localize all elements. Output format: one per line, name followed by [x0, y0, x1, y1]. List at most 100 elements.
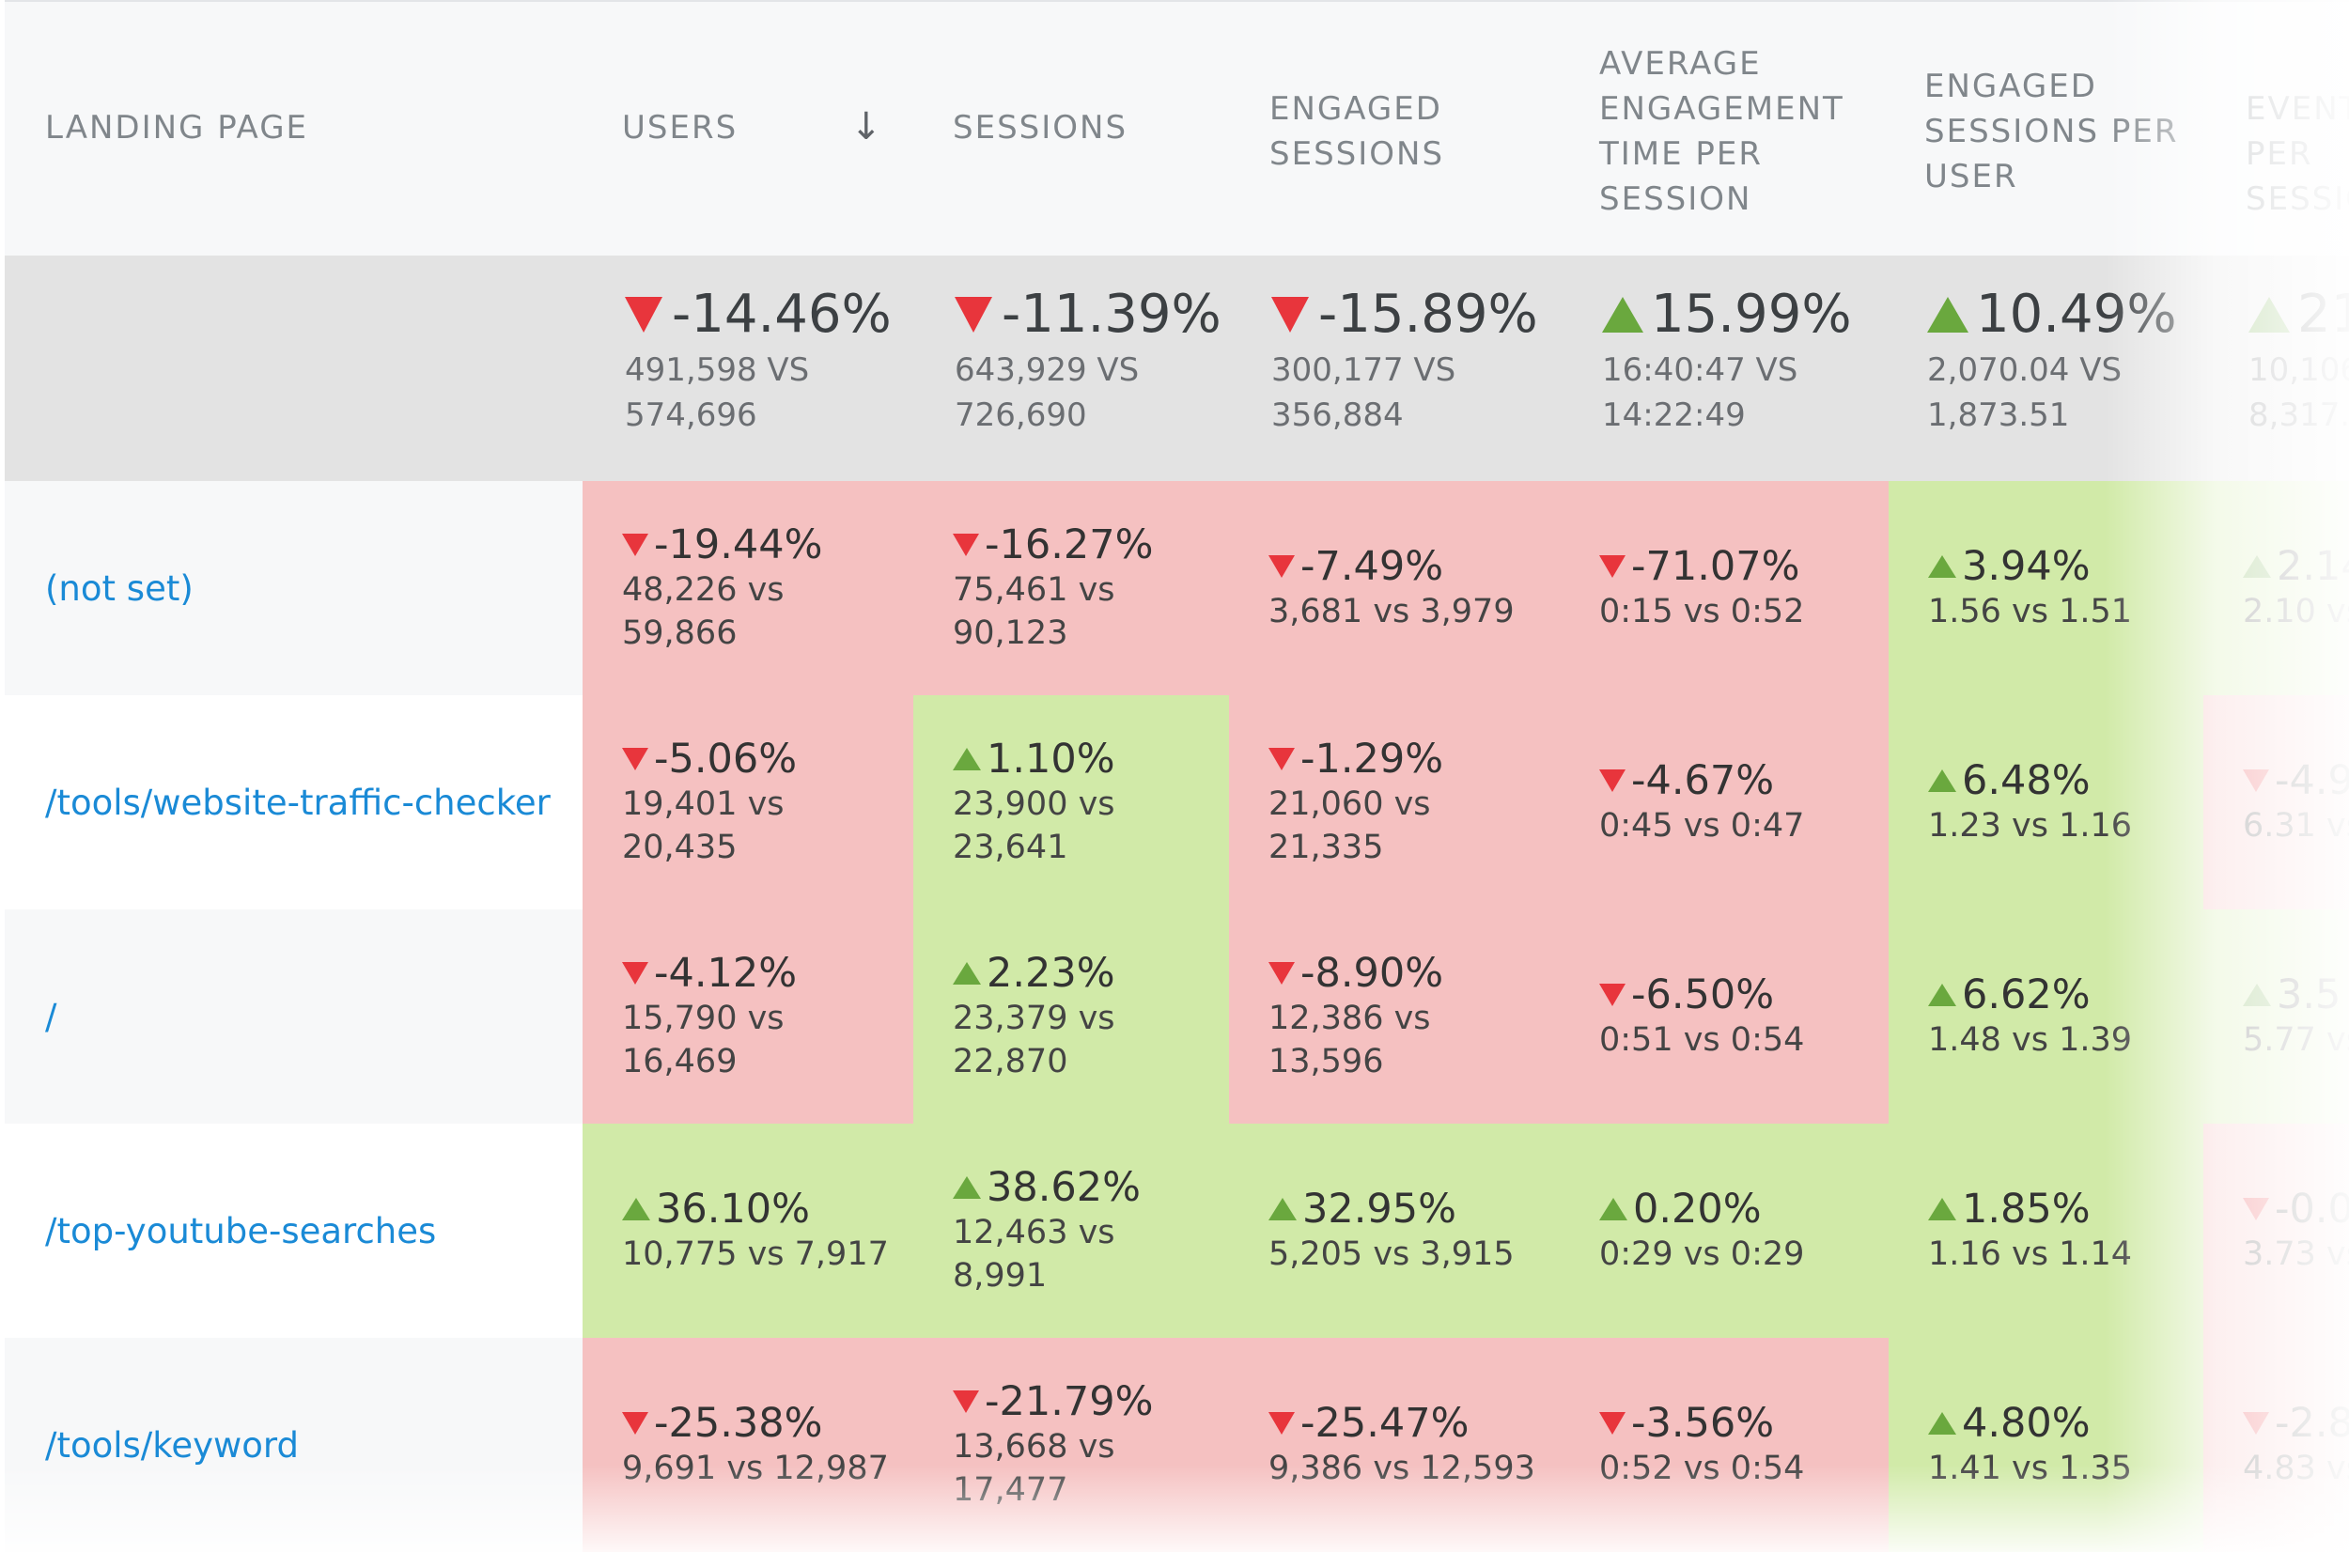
- header-text: USER: [1924, 158, 2018, 195]
- comparison-values: 17,477: [953, 1471, 1068, 1509]
- comparison-values: 4.83 vs: [2243, 1450, 2349, 1487]
- change-percent: -4.67%: [1631, 757, 1775, 804]
- change-percent: -14.46%: [672, 284, 892, 345]
- comparison-values: 1.48 vs 1.39: [1928, 1021, 2133, 1059]
- decrease-arrow-icon: [622, 1412, 648, 1435]
- comparison-values: 2.10 vs: [2243, 593, 2349, 630]
- current-value: 16:40:47 VS: [1602, 351, 1798, 389]
- header-text: SESSION: [2246, 180, 2349, 218]
- change-percent: -16.27%: [985, 521, 1154, 568]
- column-header-engaged-sessions-per-user[interactable]: ENGAGED SESSIONS PER USER: [1924, 64, 2178, 199]
- metric-cell-events-per-session: 3.55.77 vs: [2203, 909, 2349, 1124]
- summary-engaged-sessions: -15.89% 300,177 VS 356,884: [1271, 282, 1538, 438]
- decrease-arrow-icon: [2243, 1412, 2269, 1435]
- change-percent: -71.07%: [1631, 543, 1800, 590]
- comparison-values: 1.56 vs 1.51: [1928, 593, 2133, 630]
- increase-arrow-icon: [622, 1198, 650, 1220]
- change-percent: 1.85%: [1962, 1186, 2091, 1233]
- table-row: / -4.12% 15,790 vs 16,469 2.23% 23,379 vs 22,8…: [5, 909, 2349, 1124]
- increase-arrow-icon: [953, 962, 981, 985]
- comparison-values: 23,900 vs: [953, 785, 1115, 823]
- comparison-values: 23,379 vs: [953, 1000, 1115, 1037]
- summary-engaged-sessions-per-user: 10.49% 2,070.04 VS 1,873.51: [1927, 282, 2177, 438]
- table-row: /tools/website-traffic-checker -5.06% 19,4…: [5, 695, 2349, 909]
- landing-page-link[interactable]: /: [45, 996, 57, 1037]
- sort-descending-icon[interactable]: ↓: [850, 105, 882, 148]
- header-text: USERS: [622, 109, 739, 147]
- metric-cell-sessions: -21.79% 13,668 vs 17,477: [913, 1338, 1229, 1552]
- metric-cell-engaged-sessions-per-user: 4.80% 1.41 vs 1.35: [1889, 1338, 2208, 1552]
- comparison-values: 15,790 vs: [622, 1000, 785, 1037]
- metric-cell-users: -5.06% 19,401 vs 20,435: [583, 695, 913, 909]
- metric-cell-avg-engagement-time: 0.20% 0:29 vs 0:29: [1560, 1124, 1889, 1338]
- column-header-engaged-sessions[interactable]: ENGAGED SESSIONS: [1269, 86, 1444, 177]
- metric-cell-avg-engagement-time: -4.67% 0:45 vs 0:47: [1560, 695, 1889, 909]
- change-percent: -2.8: [2275, 1400, 2349, 1447]
- comparison-values: 0:45 vs 0:47: [1599, 807, 1805, 845]
- decrease-arrow-icon: [1268, 962, 1295, 985]
- column-header-landing-page[interactable]: LANDING PAGE: [45, 105, 308, 150]
- decrease-arrow-icon: [1268, 748, 1295, 770]
- increase-arrow-icon: [1602, 297, 1643, 333]
- change-percent: 32.95%: [1302, 1186, 1456, 1233]
- landing-page-link[interactable]: /tools/website-traffic-checker: [45, 782, 551, 823]
- comparison-values: 12,463 vs: [953, 1214, 1115, 1251]
- table-row: /top-youtube-searches 36.10% 10,775 vs 7,9…: [5, 1124, 2349, 1338]
- comparison-values: 8,991: [953, 1257, 1048, 1295]
- column-header-avg-engagement-time[interactable]: AVERAGE ENGAGEMENT TIME PER SESSION: [1599, 41, 1844, 222]
- increase-arrow-icon: [953, 748, 981, 770]
- column-header-sessions[interactable]: SESSIONS: [953, 105, 1128, 150]
- summary-users: -14.46% 491,598 VS 574,696: [625, 282, 892, 438]
- comparison-values: 16,469: [622, 1043, 738, 1080]
- comparison-values: 75,461 vs: [953, 571, 1115, 609]
- metric-cell-engaged-sessions: -25.47% 9,386 vs 12,593: [1229, 1338, 1560, 1552]
- previous-value: 356,884: [1271, 396, 1404, 434]
- change-percent: -4.9: [2275, 757, 2349, 804]
- landing-page-link[interactable]: /top-youtube-searches: [45, 1210, 437, 1251]
- landing-page-link[interactable]: (not set): [45, 567, 194, 609]
- column-header-events-per-session[interactable]: EVENTS PER SESSION: [2246, 86, 2349, 222]
- header-text: SESSIONS PER: [1924, 113, 2179, 150]
- decrease-arrow-icon: [1599, 555, 1626, 578]
- change-percent: -4.12%: [654, 950, 798, 997]
- comparison-values: 19,401 vs: [622, 785, 785, 823]
- comparison-values: 5,205 vs 3,915: [1268, 1235, 1515, 1273]
- change-percent: -11.39%: [1002, 284, 1221, 345]
- change-percent: 2.23%: [987, 950, 1115, 997]
- comparison-values: 23,641: [953, 829, 1068, 866]
- header-text: ENGAGED: [1924, 68, 2097, 105]
- comparison-values: 48,226 vs: [622, 571, 785, 609]
- change-percent: 3.5: [2277, 971, 2341, 1018]
- comparison-values: 0:51 vs 0:54: [1599, 1021, 1805, 1059]
- summary-row: -14.46% 491,598 VS 574,696 -11.39% 643,9…: [5, 256, 2349, 481]
- comparison-values: 0:52 vs 0:54: [1599, 1450, 1805, 1487]
- change-percent: 6.62%: [1962, 971, 2091, 1018]
- comparison-values: 90,123: [953, 614, 1068, 652]
- increase-arrow-icon: [1268, 1198, 1297, 1220]
- metric-cell-engaged-sessions-per-user: 3.94% 1.56 vs 1.51: [1889, 481, 2208, 695]
- metric-cell-events-per-session: -2.84.83 vs: [2203, 1338, 2349, 1552]
- previous-value: 726,690: [955, 396, 1087, 434]
- change-percent: 38.62%: [987, 1164, 1141, 1211]
- header-text: ENGAGED: [1269, 90, 1442, 128]
- column-header-users[interactable]: USERS: [622, 105, 738, 150]
- metric-cell-avg-engagement-time: -71.07% 0:15 vs 0:52: [1560, 481, 1889, 695]
- decrease-arrow-icon: [625, 297, 662, 333]
- increase-arrow-icon: [1928, 984, 1956, 1006]
- header-text: LANDING PAGE: [45, 109, 309, 147]
- change-percent: -0.0: [2275, 1186, 2349, 1233]
- change-percent: 2.14: [2277, 543, 2349, 590]
- comparison-values: 1.16 vs 1.14: [1928, 1235, 2133, 1273]
- increase-arrow-icon: [953, 1176, 981, 1199]
- change-percent: -3.56%: [1631, 1400, 1775, 1447]
- summary-avg-engagement-time: 15.99% 16:40:47 VS 14:22:49: [1602, 282, 1852, 438]
- increase-arrow-icon: [1928, 769, 1956, 792]
- metric-cell-users: -4.12% 15,790 vs 16,469: [583, 909, 913, 1124]
- metric-cell-events-per-session: -4.96.31 vs: [2203, 695, 2349, 909]
- change-percent: -19.44%: [654, 521, 823, 568]
- header-text: SESSIONS: [1269, 135, 1445, 173]
- landing-page-link[interactable]: /tools/keyword: [45, 1424, 299, 1466]
- increase-arrow-icon: [2248, 297, 2290, 333]
- metric-cell-engaged-sessions-per-user: 6.48% 1.23 vs 1.16: [1889, 695, 2208, 909]
